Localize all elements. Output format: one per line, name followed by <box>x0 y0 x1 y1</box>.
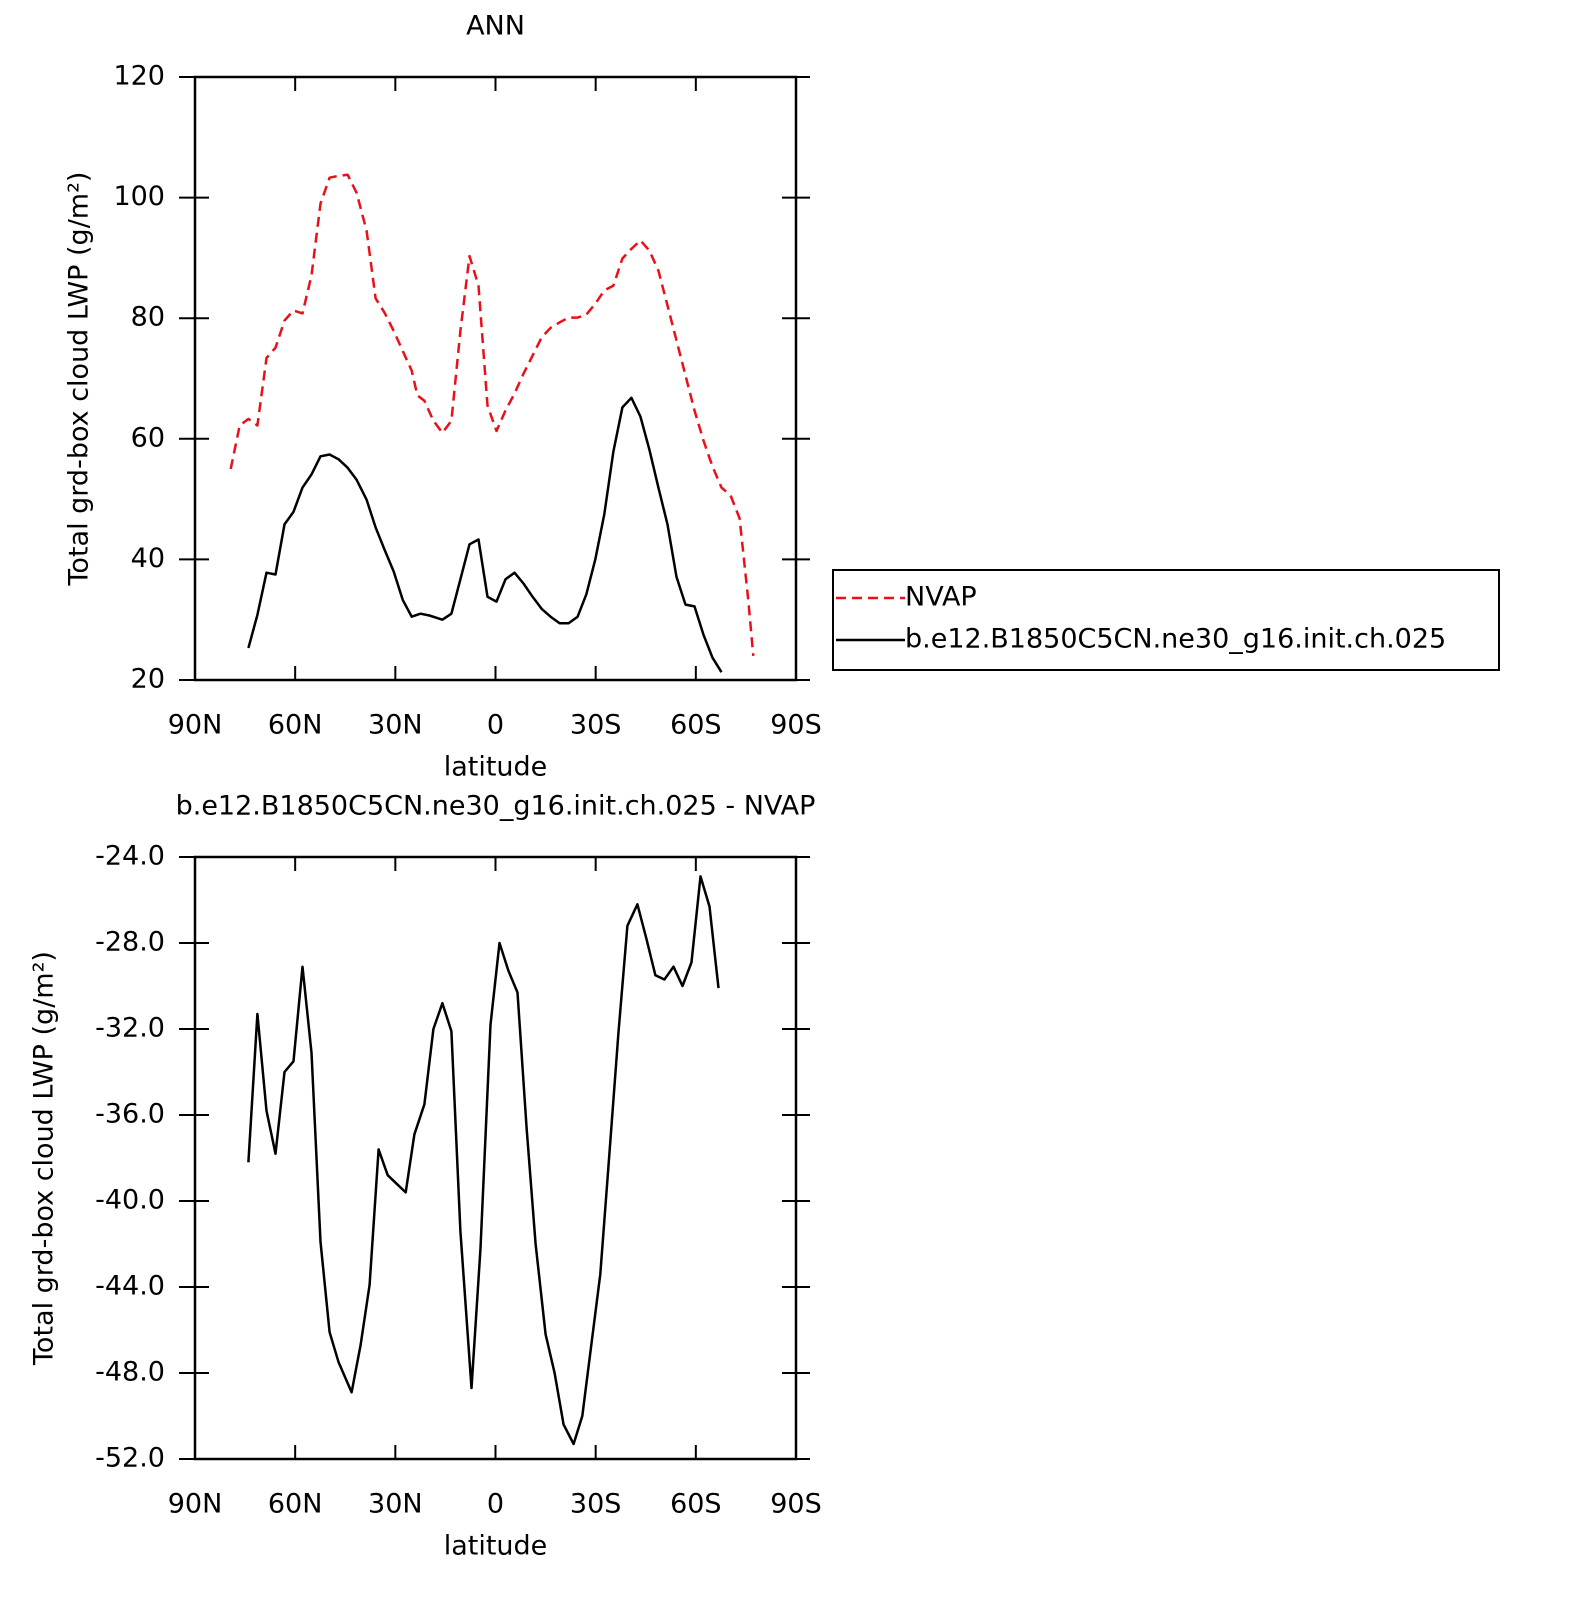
y-axis-label: Total grd-box cloud LWP (g/m²) <box>29 951 60 1366</box>
legend-label: b.e12.B1850C5CN.ne30_g16.init.ch.025 <box>905 624 1446 655</box>
y-tick-label: -36.0 <box>95 1099 165 1130</box>
y-tick-label: -24.0 <box>95 841 165 872</box>
x-axis-label: latitude <box>444 752 548 783</box>
x-tick-label: 30N <box>368 1489 423 1520</box>
chart-title: ANN <box>466 11 525 42</box>
y-tick-label: -44.0 <box>95 1271 165 1302</box>
x-tick-label: 0 <box>487 710 504 741</box>
x-tick-label: 30S <box>570 1489 622 1520</box>
y-tick-label: 120 <box>113 61 165 92</box>
x-tick-label: 0 <box>487 1489 504 1520</box>
y-tick-label: -48.0 <box>95 1357 165 1388</box>
x-axis-label: latitude <box>444 1531 548 1562</box>
legend-label: NVAP <box>905 582 977 613</box>
legend: NVAP b.e12.B1850C5CN.ne30_g16.init.ch.025 <box>832 569 1500 671</box>
x-tick-label: 30N <box>368 710 423 741</box>
x-tick-label: 90S <box>770 1489 822 1520</box>
x-tick-label: 30S <box>570 710 622 741</box>
legend-frame <box>832 569 1500 671</box>
chart-title: b.e12.B1850C5CN.ne30_g16.init.ch.025 - N… <box>176 791 816 822</box>
y-tick-label: -40.0 <box>95 1185 165 1216</box>
plot-frame <box>193 75 798 682</box>
x-tick-label: 90S <box>770 710 822 741</box>
y-tick-label: -28.0 <box>95 927 165 958</box>
x-tick-label: 60S <box>670 710 722 741</box>
plot-frame <box>193 855 798 1461</box>
x-tick-label: 60S <box>670 1489 722 1520</box>
y-tick-label: 80 <box>131 302 165 333</box>
plot: b.e12.B1850C5CN.ne30_g16.init.ch.025 - N… <box>29 791 822 1562</box>
y-tick-label: 40 <box>131 543 165 574</box>
data-line <box>247 396 723 673</box>
y-tick-label: -52.0 <box>95 1443 165 1474</box>
x-tick-label: 90N <box>168 710 223 741</box>
y-tick-label: -32.0 <box>95 1013 165 1044</box>
data-line <box>229 173 755 657</box>
y-tick-label: 60 <box>131 422 165 453</box>
y-tick-label: 100 <box>113 181 165 212</box>
plot: ANN latitude Total grd-box cloud LWP (g/m²… <box>64 11 1500 783</box>
y-axis-label: Total grd-box cloud LWP (g/m²) <box>64 172 95 587</box>
data-line <box>247 875 720 1446</box>
x-tick-label: 60N <box>268 1489 323 1520</box>
y-tick-label: 20 <box>131 664 165 695</box>
x-tick-label: 90N <box>168 1489 223 1520</box>
x-tick-label: 60N <box>268 710 323 741</box>
